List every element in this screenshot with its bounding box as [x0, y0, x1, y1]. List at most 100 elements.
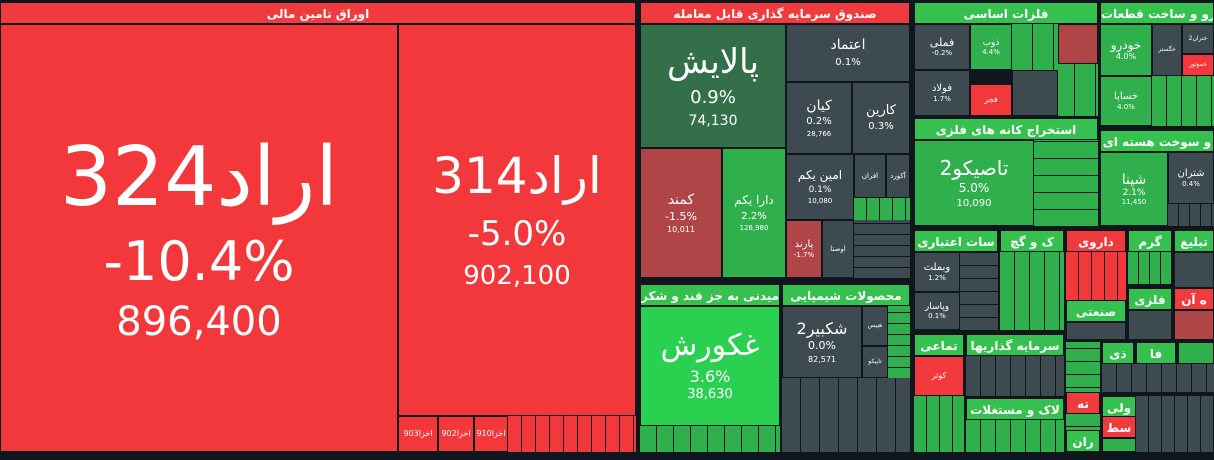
tile-change: 0.1% [808, 184, 832, 195]
tile-khodro[interactable]: خودرو 4.0% [1100, 24, 1152, 76]
tile-vebmelat[interactable]: وبملت 1.2% [914, 252, 960, 292]
tile-khesapa[interactable]: خساپا 4.0% [1100, 76, 1152, 126]
tile-name: تاصیکو2 [939, 155, 1009, 180]
tile-palayesh[interactable]: پالایش 0.9% 74,130 [640, 24, 786, 148]
sector-header-chemical[interactable]: محصولات شیمیایی [782, 284, 910, 306]
tile-name: پالایش [666, 42, 760, 83]
tile-zob[interactable]: ذوب 4.4% [970, 24, 1012, 70]
tile-arad324[interactable]: اراد324 -10.4% 896,400 [0, 24, 398, 452]
tile-kosar[interactable]: کوثر [914, 356, 964, 396]
tile-change: 2.1% [1122, 187, 1146, 198]
tile-change: 4.4% [982, 48, 1000, 57]
tile-arad314[interactable]: اراد314 -5.0% 902,100 [398, 24, 636, 416]
tile-value: 10,080 [807, 197, 833, 206]
tile-khemotor[interactable]: خموتور [1182, 54, 1214, 76]
tile-change: 5.0% [958, 180, 990, 195]
sector-header-oil[interactable]: و سوخت هسته ای [1100, 130, 1214, 152]
small-tiles-grid [966, 356, 1064, 396]
sector-header-cement[interactable]: ک و گچ [1000, 230, 1064, 252]
tile-kamand[interactable]: کمند -1.5% 10,011 [640, 148, 722, 278]
sector-header-investments[interactable]: سرمایه گذاریها [966, 334, 1064, 356]
tile-khegostar[interactable]: خگستر [1152, 24, 1182, 76]
tile-etemad[interactable]: اعتماد 0.1% [786, 24, 910, 82]
tile-akhza903[interactable]: اخزا903 [398, 416, 438, 452]
tile-name: وپاسار [924, 301, 950, 312]
small-tiles-grid [1136, 396, 1214, 452]
sector-header-ran[interactable]: ران [1066, 430, 1100, 452]
tile-tapiko2[interactable]: تاپیکو [862, 346, 888, 378]
tile-name: خساپا [1114, 91, 1138, 103]
sector-header-ta[interactable]: ته [1066, 392, 1100, 414]
tile-aminyekam[interactable]: امین یکم 0.1% 10,080 [786, 154, 854, 220]
tile-fameli[interactable]: فملی -0.2% [914, 24, 970, 70]
sector-header-social[interactable]: تماعی [914, 334, 964, 356]
sector-header-realestate[interactable]: لاک و مستغلات [966, 398, 1064, 420]
tile-fajr[interactable]: فجر [970, 84, 1012, 116]
tile-karin[interactable]: کارین 0.3% [852, 82, 910, 154]
tile-change: -5.0% [467, 214, 567, 255]
sector-header-auto[interactable]: رو و ساخت قطعات [1100, 2, 1214, 24]
tile-change: 4.0% [1115, 52, 1137, 62]
tile-darayekam[interactable]: دارا یکم 2.2% 126,980 [722, 148, 786, 278]
sector-header-tile[interactable]: گرم [1128, 230, 1172, 252]
tile-shekabir[interactable]: شکبیر2 0.0% 82,571 [782, 306, 862, 378]
tile-akhza910[interactable]: اخزا910 [474, 416, 508, 452]
tile-parand[interactable]: پارند -1.7% [786, 220, 822, 278]
tile-afran[interactable]: افران [854, 154, 886, 198]
tile-akhza902[interactable]: اخزا902 [438, 416, 474, 452]
small-tiles-grid [1174, 310, 1214, 340]
tile-akord[interactable]: آکورد [886, 154, 910, 198]
tile-change: -0.2% [931, 49, 953, 58]
tile-value: 126,980 [739, 224, 769, 233]
sector-header-industrial[interactable]: صنعتی [1066, 300, 1126, 322]
sector-header-zi[interactable]: ذی [1102, 342, 1134, 364]
tile-value: 896,400 [116, 299, 282, 346]
tile-name: ذوب [982, 37, 1000, 48]
tile-name: کمند [667, 191, 695, 208]
sector-header-an[interactable]: ه آن [1174, 288, 1214, 310]
sector-header-ads[interactable]: تبلیغ [1174, 230, 1214, 252]
tile-change: 0.1% [835, 57, 861, 69]
small-tiles-grid [1168, 204, 1214, 226]
tile-change: -1.7% [793, 250, 815, 259]
sector-header-fa[interactable]: فا [1136, 342, 1176, 364]
tile-value: 74,130 [688, 112, 738, 129]
small-tiles-grid [1152, 76, 1214, 126]
sector-header-vali[interactable]: ولی [1102, 396, 1136, 418]
small-tiles-grid [1128, 252, 1172, 284]
tile-kian[interactable]: کیان 0.2% 28,766 [786, 82, 852, 154]
tile-ghakorosh[interactable]: غکورش 3.6% 38,630 [640, 306, 780, 426]
tile-hepis[interactable]: هپیس [862, 306, 888, 346]
small-tiles-grid [1102, 364, 1214, 392]
tile-name: شکبیر2 [796, 318, 848, 338]
tile-name: کوثر [931, 371, 947, 381]
tile-value: 11,450 [1121, 198, 1147, 207]
tile-khaniban[interactable]: ختران2 [1182, 24, 1214, 54]
sector-header-bonds[interactable]: اوراق تامین مالی [0, 2, 636, 24]
tile-tapiko[interactable]: تاصیکو2 5.0% 10,090 [914, 140, 1034, 226]
tile-avsta[interactable]: اوصتا [822, 220, 854, 278]
small-tiles-grid [888, 306, 910, 378]
tile-shetran[interactable]: شتران 0.4% [1168, 152, 1214, 204]
sector-header-etf[interactable]: صندوق سرمایه گذاری قابل معامله [640, 2, 910, 24]
sector-header-mining[interactable]: استخراج کانه های فلزی [914, 118, 1098, 140]
tile-vepasar[interactable]: وپاسار 0.1% [914, 292, 960, 330]
tile-name: اعتماد [830, 37, 866, 54]
sector-header-credit[interactable]: سات اعتباری [914, 230, 998, 252]
tile-name: غکورش [660, 328, 760, 364]
tile-change: 1.2% [928, 273, 946, 282]
sector-header-pharma[interactable]: داروی [1066, 230, 1126, 252]
tile-name: دارا یکم [734, 192, 774, 207]
tile-name: کیان [806, 98, 832, 115]
tile-name: اراد314 [432, 146, 602, 205]
tile-name: شتران [1177, 168, 1205, 180]
sector-header-felezi[interactable]: فلزی [1128, 288, 1172, 310]
tile-shepna[interactable]: شپنا 2.1% 11,450 [1100, 152, 1168, 226]
tile-change: 0.0% [808, 339, 836, 353]
tile-name: اوصتا [830, 244, 846, 253]
sector-header-sbt[interactable]: سط [1102, 416, 1136, 438]
sector-header-sugar[interactable]: امیدنی به جز قند و شکر [640, 284, 780, 306]
tile-name: آکورد [890, 171, 906, 180]
sector-header-metals[interactable]: فلزات اساسی [914, 2, 1098, 24]
tile-foolad[interactable]: فولاد 1.7% [914, 70, 970, 116]
